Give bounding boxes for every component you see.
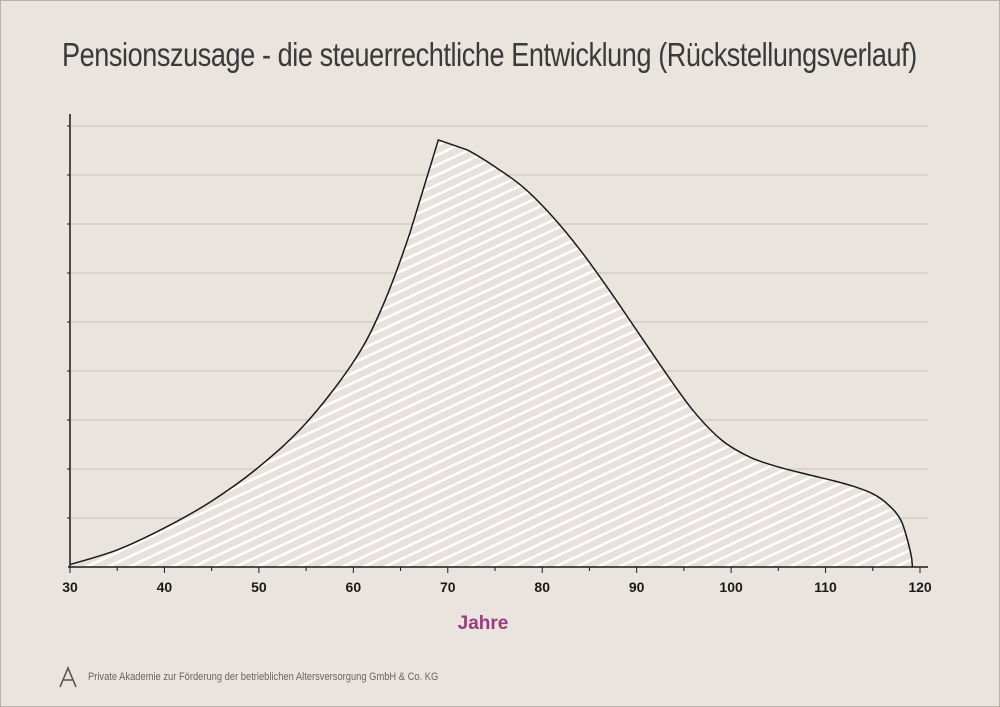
footer-text: Private Akademie zur Förderung der betri…	[88, 671, 439, 683]
x-tick-label: 90	[629, 579, 645, 595]
x-tick-label: 70	[440, 579, 456, 595]
chart-title: Pensionszusage - die steuerrechtliche En…	[62, 36, 917, 73]
footer: Private Akademie zur Förderung der betri…	[58, 666, 500, 688]
x-tick-labels: 30 40 50 60 70 80 90 100 110 120	[62, 579, 932, 595]
x-tick-label: 50	[251, 579, 267, 595]
series-line	[69, 138, 914, 568]
area-fill	[70, 139, 913, 567]
x-tick-label: 80	[534, 579, 550, 595]
axes	[67, 114, 928, 573]
x-tick-label: 110	[814, 579, 837, 595]
akademie-logo-icon	[59, 666, 77, 688]
x-axis-label: Jahre	[458, 613, 509, 634]
x-tick-label: 120	[908, 579, 932, 595]
x-tick-label: 60	[346, 579, 362, 595]
x-tick-label: 30	[62, 579, 78, 595]
x-tick-label: 40	[157, 579, 173, 595]
x-tick-label: 100	[719, 579, 743, 595]
